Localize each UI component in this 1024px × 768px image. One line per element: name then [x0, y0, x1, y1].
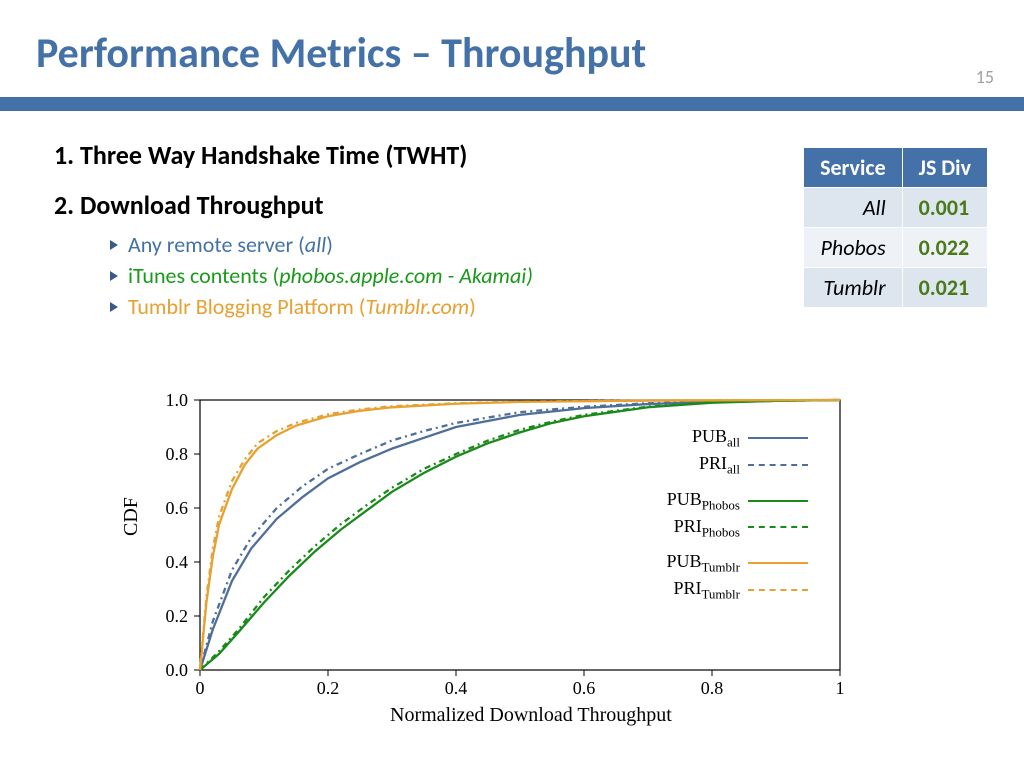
- svg-text:0.8: 0.8: [701, 678, 724, 698]
- svg-text:1.0: 1.0: [166, 390, 189, 410]
- y-axis-label: CDF: [120, 497, 143, 536]
- chart-legend: PUBallPRIallPUBPhobosPRIPhobosPUBTumblrP…: [630, 424, 808, 604]
- slide-title: Performance Metrics – Throughput: [0, 0, 1024, 79]
- th-jsdiv: JS Div: [902, 148, 987, 188]
- arrow-icon: [110, 240, 118, 250]
- jsdiv-table: Service JS Div All0.001 Phobos0.022 Tumb…: [803, 147, 988, 308]
- svg-text:0.2: 0.2: [166, 606, 189, 626]
- list-item-2-label: Download Throughput: [80, 189, 324, 221]
- arrow-icon: [110, 302, 118, 312]
- svg-text:0.2: 0.2: [317, 678, 340, 698]
- th-service: Service: [804, 148, 903, 188]
- page-number: 15: [976, 66, 994, 88]
- svg-text:0.6: 0.6: [573, 678, 596, 698]
- svg-text:0.8: 0.8: [166, 444, 189, 464]
- svg-text:0.6: 0.6: [166, 498, 189, 518]
- svg-text:1: 1: [836, 678, 845, 698]
- svg-text:0.4: 0.4: [166, 552, 189, 572]
- cdf-chart: 00.20.40.60.810.00.20.40.60.81.0 CDF Nor…: [130, 390, 890, 730]
- arrow-icon: [110, 271, 118, 281]
- svg-text:0.0: 0.0: [166, 660, 189, 680]
- table-row: Tumblr0.021: [804, 268, 988, 308]
- table-row: All0.001: [804, 188, 988, 228]
- title-divider: [0, 97, 1024, 111]
- svg-text:0: 0: [196, 678, 205, 698]
- table-header-row: Service JS Div: [804, 148, 988, 188]
- content-area: Three Way Handshake Time (TWHT) Download…: [0, 111, 1024, 320]
- svg-text:0.4: 0.4: [445, 678, 468, 698]
- table-row: Phobos0.022: [804, 228, 988, 268]
- x-axis-label: Normalized Download Throughput: [390, 704, 672, 727]
